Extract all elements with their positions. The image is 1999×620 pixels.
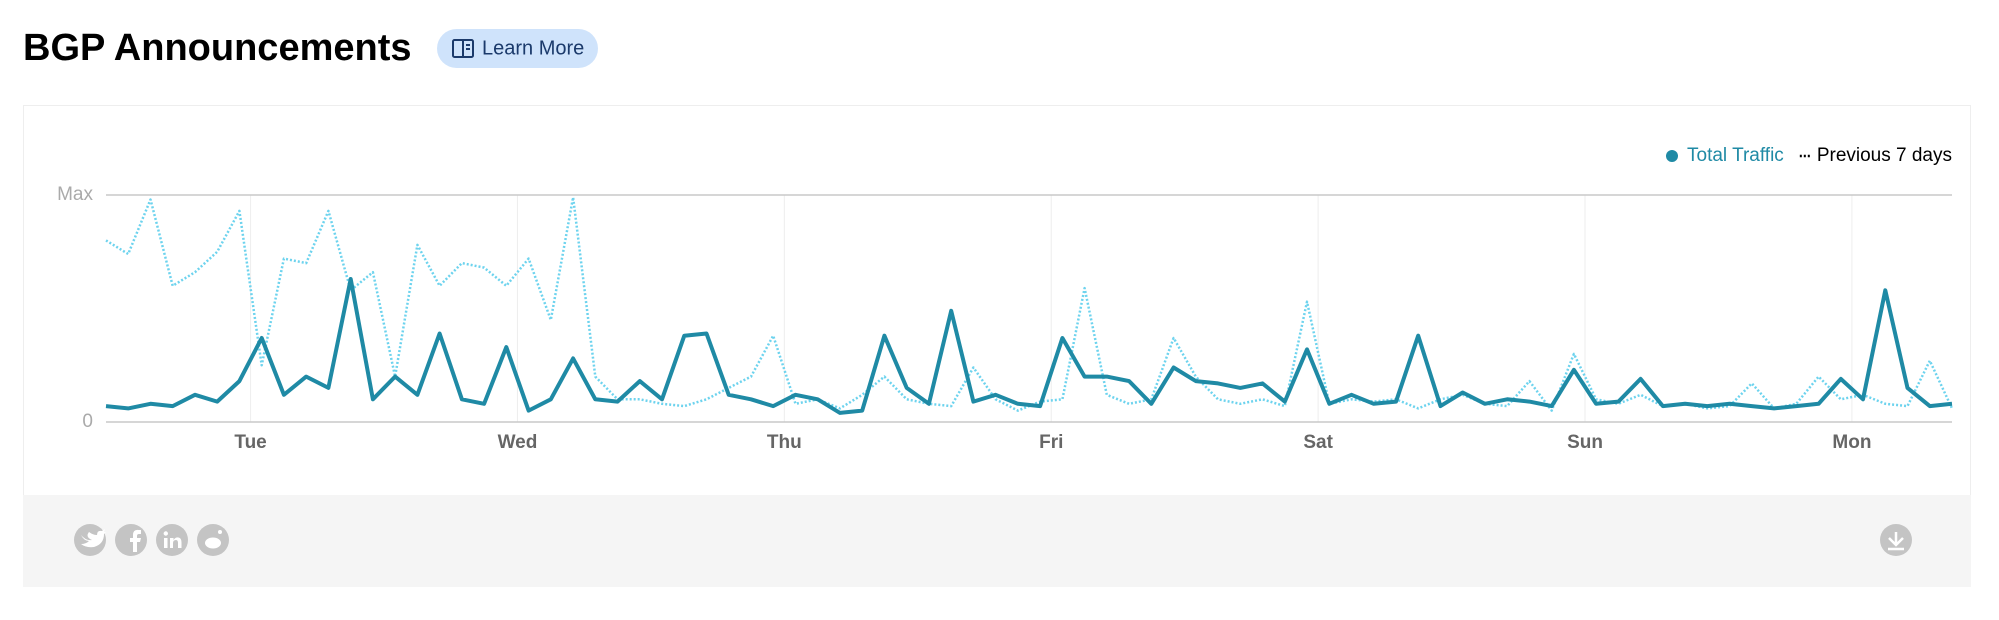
y-tick-label: 0 bbox=[82, 411, 93, 432]
x-tick-label: Fri bbox=[1039, 432, 1063, 453]
x-tick-label: Thu bbox=[767, 432, 802, 453]
share-glyphs bbox=[81, 529, 1904, 552]
x-tick-label: Mon bbox=[1832, 432, 1871, 453]
button-label[interactable]: Learn More bbox=[482, 37, 584, 59]
x-tick-label: Wed bbox=[498, 432, 538, 453]
page-title: BGP Announcements bbox=[23, 27, 412, 69]
card-footer bbox=[23, 495, 1971, 587]
y-tick-label: Max bbox=[57, 184, 93, 205]
legend-label: Previous 7 days bbox=[1817, 145, 1952, 166]
series-line bbox=[105, 277, 1953, 415]
x-tick-label: Sun bbox=[1567, 432, 1603, 453]
chart-card bbox=[23, 105, 1971, 496]
chart: Tue Wed Thu Fri Sat Sun Mon 0 Max Previous 7 days… bbox=[57, 145, 1954, 453]
learn-more-button[interactable]: Learn More bbox=[437, 29, 598, 68]
legend-symbol bbox=[1666, 150, 1678, 162]
x-tick-label: Sat bbox=[1303, 432, 1333, 453]
legend-label: Total Traffic bbox=[1687, 145, 1784, 166]
book-icon bbox=[452, 39, 474, 58]
button-background[interactable] bbox=[437, 29, 598, 68]
x-tick-label: Tue bbox=[234, 432, 266, 453]
